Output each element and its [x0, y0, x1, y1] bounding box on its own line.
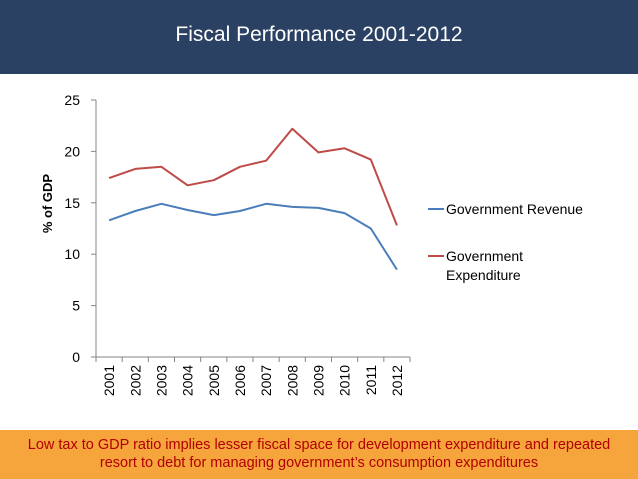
footer-banner: Low tax to GDP ratio implies lesser fisc… — [0, 430, 638, 479]
footer-line-1: Low tax to GDP ratio implies lesser fisc… — [27, 437, 611, 453]
x-tick-label: 2006 — [232, 365, 248, 396]
title-banner: Fiscal Performance 2001-2012 — [0, 0, 638, 74]
footer-line-2: resort to debt for managing government’s… — [99, 455, 539, 471]
x-tick-label: 2003 — [153, 365, 169, 396]
x-tick-label: 2010 — [337, 365, 353, 396]
x-tick-label: 2005 — [206, 365, 222, 396]
x-tick-label: 2007 — [258, 365, 274, 396]
legend-label-expenditure: Expenditure — [446, 267, 521, 283]
legend-label-revenue: Government Revenue — [446, 201, 583, 217]
line-chart: 0 5 10 15 20 25 2001 2002 2003 2004 2005 2006 2007 20… — [40, 92, 583, 396]
series-line-expenditure — [108, 127, 398, 226]
x-tick-label: 2011 — [363, 365, 379, 395]
x-tick-label: 2004 — [180, 365, 196, 396]
y-tick-label: 15 — [64, 195, 80, 211]
x-tick-label: 2002 — [127, 365, 143, 396]
y-tick-label: 0 — [72, 349, 80, 365]
y-tick-label: 5 — [72, 298, 80, 314]
x-tick-label: 2009 — [310, 365, 326, 396]
x-tick-label: 2012 — [389, 365, 405, 396]
x-tick-label: 2001 — [101, 365, 117, 396]
y-tick-label: 25 — [64, 92, 80, 108]
y-axis-title: % of GDP — [40, 174, 55, 234]
x-tick-label: 2008 — [284, 365, 300, 396]
y-tick-label: 10 — [64, 246, 80, 262]
series-line-revenue — [108, 202, 398, 271]
y-tick-label: 20 — [64, 143, 80, 159]
legend-label-expenditure: Government — [446, 248, 523, 264]
slide-title: Fiscal Performance 2001-2012 — [175, 23, 463, 46]
